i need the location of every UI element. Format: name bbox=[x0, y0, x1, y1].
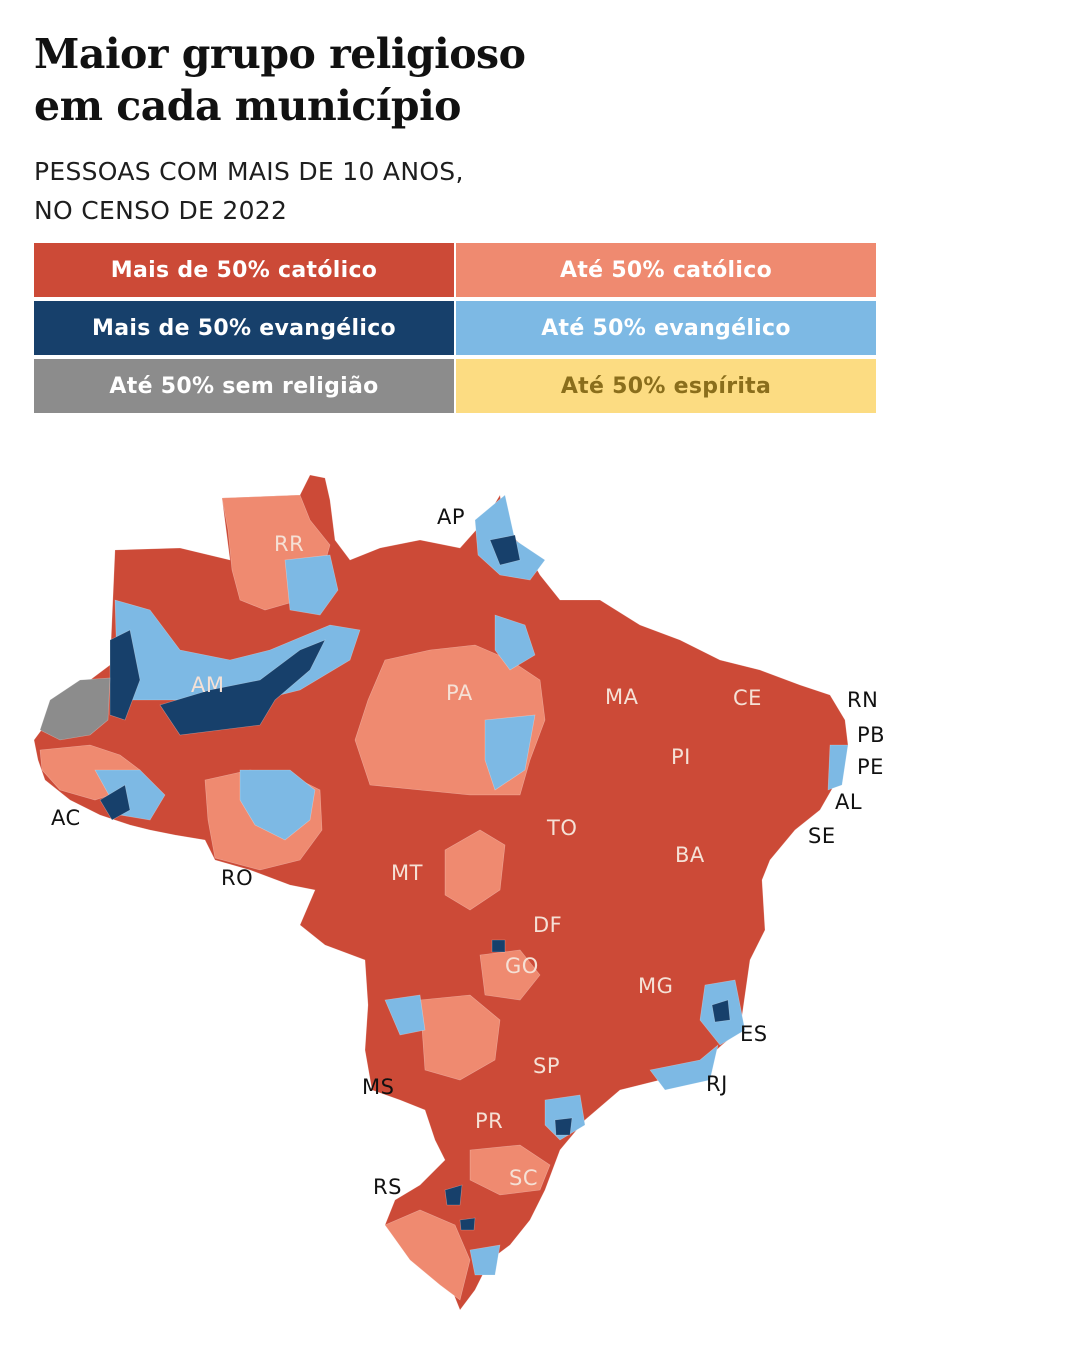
region-amazonas-dark-2 bbox=[109, 629, 141, 721]
region-rs-dark-2 bbox=[459, 1217, 476, 1231]
region-mt-light bbox=[444, 829, 506, 911]
state-label-to: TO bbox=[546, 816, 577, 840]
brazil-map: RR AP AM PA MA CE RN PB PE AL SE PI AC T… bbox=[33, 474, 885, 1311]
region-rs-light bbox=[384, 1209, 471, 1301]
state-label-sp: SP bbox=[533, 1054, 560, 1078]
legend-item-evangelical-majority: Mais de 50% evangélico bbox=[34, 301, 454, 355]
state-label-pb: PB bbox=[857, 723, 885, 747]
legend-item-catholic-plurality: Até 50% católico bbox=[456, 243, 876, 297]
state-label-rr: RR bbox=[274, 532, 304, 556]
region-ms-light bbox=[419, 994, 501, 1081]
state-label-rs: RS bbox=[373, 1175, 402, 1199]
region-acre-dark bbox=[99, 784, 131, 821]
region-roraima-blue bbox=[284, 554, 339, 616]
state-label-am: AM bbox=[191, 673, 224, 697]
state-label-pa: PA bbox=[446, 681, 473, 705]
state-label-ap: AP bbox=[437, 505, 465, 529]
region-es-dark bbox=[711, 999, 731, 1023]
legend-item-no-religion: Até 50% sem religião bbox=[34, 359, 454, 413]
legend-item-spiritist: Até 50% espírita bbox=[456, 359, 876, 413]
brazil-outline bbox=[33, 474, 849, 1311]
region-rondonia-blue bbox=[239, 769, 316, 841]
state-label-ms: MS bbox=[362, 1075, 394, 1099]
region-amazonas-dark-1 bbox=[159, 639, 326, 736]
legend-item-catholic-majority: Mais de 50% católico bbox=[34, 243, 454, 297]
state-label-es: ES bbox=[740, 1022, 768, 1046]
state-labels: RR AP AM PA MA CE RN PB PE AL SE PI AC T… bbox=[51, 505, 885, 1199]
title-line-1: Maior grupo religioso bbox=[34, 30, 526, 78]
region-rj-blue bbox=[649, 1044, 719, 1091]
state-label-ce: CE bbox=[733, 686, 762, 710]
state-label-ba: BA bbox=[675, 843, 705, 867]
region-sp-blue bbox=[544, 1094, 586, 1141]
state-label-ma: MA bbox=[605, 685, 639, 709]
state-label-sc: SC bbox=[509, 1166, 538, 1190]
region-amazonas-gray bbox=[39, 677, 111, 741]
state-label-mg: MG bbox=[638, 974, 673, 998]
title-line-2: em cada município bbox=[34, 82, 462, 130]
state-label-pr: PR bbox=[475, 1109, 503, 1133]
state-label-al: AL bbox=[835, 790, 862, 814]
state-label-pi: PI bbox=[671, 745, 691, 769]
subtitle-line-1: PESSOAS COM MAIS DE 10 ANOS, bbox=[34, 157, 464, 186]
state-label-ro: RO bbox=[221, 866, 253, 890]
region-para-blue-north bbox=[494, 614, 536, 671]
map-title: Maior grupo religioso em cada município bbox=[34, 28, 734, 132]
region-amapa-dark bbox=[489, 534, 521, 566]
legend: Mais de 50% católico Até 50% católico Ma… bbox=[34, 243, 876, 413]
state-label-pe: PE bbox=[857, 755, 884, 779]
state-label-go: GO bbox=[505, 954, 539, 978]
map-subtitle: PESSOAS COM MAIS DE 10 ANOS, NO CENSO DE… bbox=[34, 152, 734, 230]
state-label-mt: MT bbox=[391, 861, 423, 885]
region-para-blue bbox=[484, 714, 536, 791]
state-label-df: DF bbox=[533, 913, 562, 937]
state-label-rn: RN bbox=[847, 688, 878, 712]
region-go-light bbox=[479, 949, 541, 1001]
legend-item-evangelical-plurality: Até 50% evangélico bbox=[456, 301, 876, 355]
state-label-se: SE bbox=[808, 824, 836, 848]
subtitle-line-2: NO CENSO DE 2022 bbox=[34, 196, 288, 225]
region-sp-dark bbox=[554, 1117, 573, 1136]
region-go-dark bbox=[491, 939, 506, 953]
state-label-rj: RJ bbox=[706, 1072, 728, 1096]
region-rs-blue bbox=[469, 1244, 501, 1276]
region-ms-blue bbox=[384, 994, 426, 1036]
region-nordeste-coast-blue bbox=[827, 744, 849, 791]
state-label-ac: AC bbox=[51, 806, 81, 830]
region-sc-light bbox=[469, 1144, 551, 1196]
region-rs-dark-1 bbox=[444, 1184, 463, 1206]
